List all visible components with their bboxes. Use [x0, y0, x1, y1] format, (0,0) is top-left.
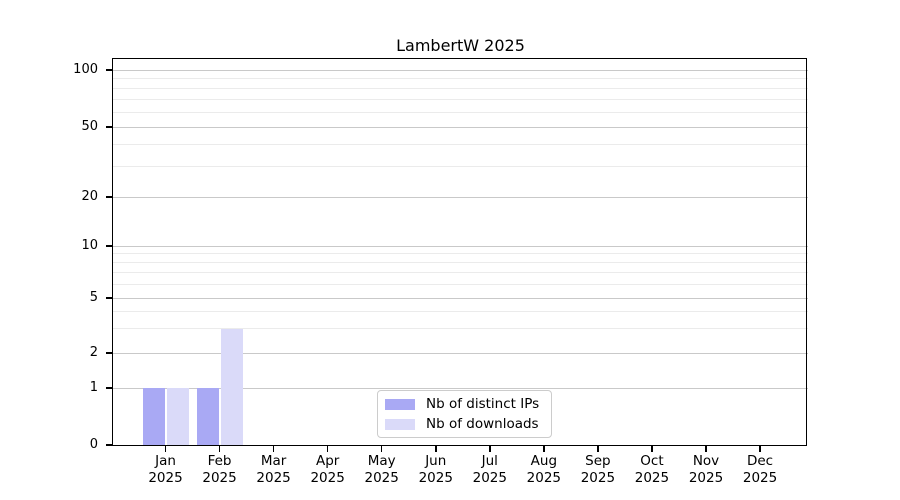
x-tick-year-may: 2025 — [364, 470, 399, 486]
x-tick-label-aug: Aug 2025 — [512, 453, 576, 487]
x-tick-month-dec: Dec — [746, 453, 774, 469]
y-tick-mark-100 — [105, 69, 112, 71]
x-tick-year-apr: 2025 — [310, 470, 345, 486]
x-tick-mark-jul — [489, 445, 491, 452]
x-tick-label-apr: Apr 2025 — [296, 453, 360, 487]
y-gridline-major-5 — [113, 297, 808, 299]
x-tick-label-dec: Dec 2025 — [728, 453, 792, 487]
x-tick-label-oct: Oct 2025 — [620, 453, 684, 487]
x-tick-mark-dec — [759, 445, 761, 452]
x-tick-label-sep: Sep 2025 — [566, 453, 630, 487]
y-tick-mark-20 — [105, 196, 112, 198]
x-tick-label-feb: Feb 2025 — [188, 453, 252, 487]
x-tick-month-nov: Nov — [692, 453, 720, 469]
y-gridline-minor-60 — [113, 111, 808, 113]
chart-title: LambertW 2025 — [396, 36, 525, 55]
x-tick-year-aug: 2025 — [526, 470, 562, 486]
x-tick-mark-nov — [705, 445, 707, 452]
y-gridline-major-2 — [113, 352, 808, 354]
x-tick-label-may: May 2025 — [350, 453, 414, 487]
bar-downloads-jan — [166, 388, 189, 445]
x-tick-year-oct: 2025 — [634, 470, 670, 486]
x-tick-month-mar: Mar — [260, 453, 287, 469]
x-tick-mark-sep — [597, 445, 599, 452]
y-tick-label-0: 0 — [89, 437, 98, 452]
y-gridline-minor-80 — [113, 87, 808, 89]
x-tick-month-jul: Jul — [481, 453, 498, 469]
bar-distinct-ips-feb — [196, 388, 219, 445]
y-gridline-minor-7 — [113, 272, 808, 274]
x-tick-month-feb: Feb — [207, 453, 232, 469]
y-gridline-minor-3 — [113, 328, 808, 330]
x-tick-mark-aug — [543, 445, 545, 452]
y-tick-label-1: 1 — [89, 380, 98, 395]
x-tick-mark-apr — [326, 445, 329, 452]
x-tick-year-mar: 2025 — [256, 470, 291, 486]
x-tick-year-nov: 2025 — [688, 470, 724, 486]
y-gridline-major-100 — [113, 69, 808, 71]
x-tick-mark-may — [380, 445, 383, 452]
y-gridline-minor-70 — [113, 98, 808, 100]
y-tick-label-50: 50 — [81, 119, 98, 134]
y-gridline-major-20 — [113, 196, 808, 198]
y-gridline-minor-8 — [113, 262, 808, 264]
y-gridline-major-10 — [113, 245, 808, 247]
x-tick-mark-jun — [435, 445, 437, 452]
x-tick-year-feb: 2025 — [202, 470, 237, 486]
legend-item-distinct-ips: Nb of distinct IPs — [385, 396, 539, 412]
x-tick-label-nov: Nov 2025 — [674, 453, 738, 487]
x-tick-label-jul: Jul 2025 — [458, 453, 522, 487]
bar-distinct-ips-jan — [142, 388, 165, 445]
y-tick-mark-2 — [105, 352, 112, 354]
legend-label-distinct-ips: Nb of distinct IPs — [426, 396, 540, 412]
x-tick-mark-mar — [272, 445, 275, 452]
y-gridline-minor-30 — [113, 165, 808, 167]
legend: Nb of distinct IPs Nb of downloads — [377, 390, 553, 438]
y-tick-label-5: 5 — [89, 290, 98, 305]
x-tick-year-jul: 2025 — [472, 470, 507, 486]
y-gridline-minor-4 — [113, 310, 808, 312]
x-tick-month-jan: Jan — [155, 453, 176, 469]
y-tick-mark-5 — [105, 297, 112, 299]
y-tick-label-20: 20 — [81, 189, 98, 204]
y-gridline-minor-40 — [113, 143, 808, 145]
y-gridline-major-1 — [113, 387, 808, 389]
x-tick-month-oct: Oct — [640, 453, 664, 469]
x-tick-year-sep: 2025 — [580, 470, 616, 486]
x-tick-year-jun: 2025 — [418, 470, 453, 486]
x-tick-label-mar: Mar 2025 — [242, 453, 306, 487]
y-tick-label-100: 100 — [73, 62, 98, 77]
x-tick-year-jan: 2025 — [148, 470, 183, 486]
x-tick-label-jan: Jan 2025 — [134, 453, 198, 487]
x-tick-month-apr: Apr — [315, 453, 340, 469]
y-tick-mark-50 — [105, 126, 112, 128]
legend-item-downloads: Nb of downloads — [385, 416, 539, 432]
x-tick-mark-oct — [651, 445, 653, 452]
y-tick-mark-0 — [105, 444, 112, 446]
y-tick-label-2: 2 — [89, 345, 98, 360]
x-tick-month-sep: Sep — [585, 453, 611, 469]
x-tick-month-aug: Aug — [530, 453, 558, 469]
y-tick-mark-10 — [105, 245, 112, 247]
y-gridline-minor-90 — [113, 78, 808, 80]
legend-swatch-distinct-ips-icon — [385, 398, 415, 410]
y-gridline-major-50 — [113, 126, 808, 128]
y-gridline-minor-9 — [113, 253, 808, 255]
legend-swatch-downloads-icon — [385, 418, 415, 430]
legend-label-downloads: Nb of downloads — [426, 416, 539, 432]
x-tick-month-may: May — [367, 453, 396, 469]
y-tick-mark-1 — [105, 387, 112, 389]
x-tick-month-jun: Jun — [425, 453, 447, 469]
y-tick-label-10: 10 — [81, 238, 98, 253]
x-tick-mark-feb — [218, 445, 221, 452]
x-tick-mark-jan — [164, 445, 167, 452]
y-gridline-minor-6 — [113, 283, 808, 285]
x-tick-year-dec: 2025 — [742, 470, 778, 486]
bar-downloads-feb — [220, 328, 243, 445]
x-tick-label-jun: Jun 2025 — [404, 453, 468, 487]
